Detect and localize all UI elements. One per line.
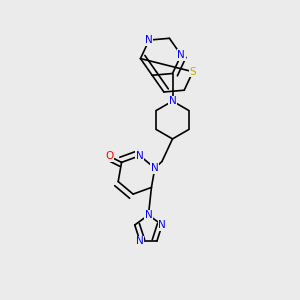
Text: N: N [177, 50, 185, 60]
Text: N: N [151, 163, 159, 173]
Text: N: N [169, 96, 176, 106]
Text: O: O [105, 152, 114, 161]
Text: N: N [158, 220, 166, 230]
Text: S: S [190, 67, 196, 77]
Text: N: N [145, 35, 153, 45]
Text: N: N [136, 236, 144, 246]
Text: N: N [136, 151, 144, 161]
Text: N: N [145, 210, 152, 220]
